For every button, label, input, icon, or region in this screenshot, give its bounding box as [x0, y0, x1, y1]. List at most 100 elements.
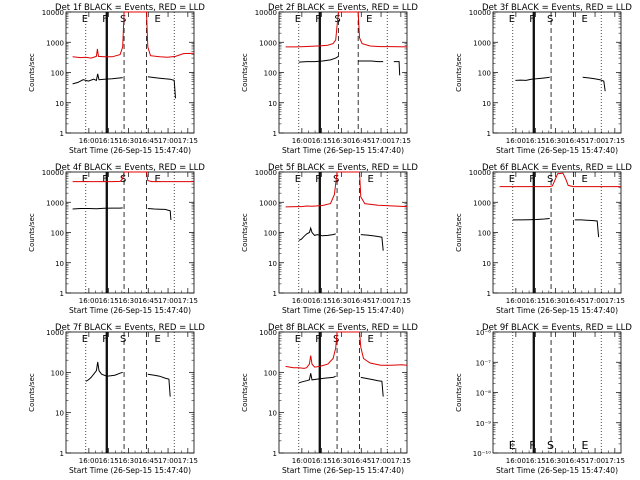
- y-axis-label: Counts/sec: [241, 373, 249, 412]
- panel-title: Det 8f BLACK = Events, RED = LLD: [268, 323, 418, 333]
- y-tick-label: 10: [268, 100, 277, 108]
- y-tick-label: 10: [55, 410, 64, 418]
- x-tick-label: 16:00: [506, 297, 526, 305]
- y-tick-label: 1000: [259, 39, 277, 47]
- series-line-lld: [72, 11, 195, 59]
- plot-frame: [278, 331, 408, 454]
- marker-label-e-start: E: [295, 334, 301, 345]
- y-tick-label: 100: [264, 70, 277, 78]
- marker-label-f: F: [315, 174, 321, 185]
- y-tick-label: 10: [55, 100, 64, 108]
- y-tick-label: 10⁻⁸: [476, 390, 492, 398]
- y-tick-label: 1000: [473, 39, 491, 47]
- series-line-events: [147, 373, 171, 397]
- marker-label-f: F: [102, 14, 108, 25]
- y-tick-label: 100: [478, 230, 491, 238]
- x-tick-label: 16:15: [312, 137, 332, 145]
- series-line-events: [72, 207, 123, 210]
- series-line-lld: [72, 171, 194, 183]
- y-tick-label: 10⁻⁶: [476, 329, 492, 337]
- marker-label-f: F: [529, 14, 535, 25]
- panel-det-8f: Det 8f BLACK = Events, RED = LLD 1 10 100 10…: [241, 323, 418, 475]
- x-tick-label: 16:30: [331, 457, 351, 465]
- series-line-events: [582, 76, 606, 92]
- y-axis-label: Counts/sec: [28, 53, 36, 92]
- x-tick-label: 16:15: [99, 457, 119, 465]
- panel-title: Det 2f BLACK = Events, RED = LLD: [268, 3, 418, 13]
- marker-label-e-end: E: [154, 334, 160, 345]
- y-tick-label: 10⁻⁷: [476, 359, 492, 367]
- y-tick-label: 100: [51, 70, 64, 78]
- panel-det-3f: Det 3f BLACK = Events, RED = LLD 1 10 100 10…: [455, 3, 632, 155]
- x-tick-label: 16:00: [506, 457, 526, 465]
- x-tick-label: 16:00: [292, 297, 312, 305]
- x-tick-label: 17:15: [391, 297, 411, 305]
- plot-frame: [492, 331, 622, 454]
- plot-frame: [278, 11, 408, 134]
- series-line-events: [298, 226, 336, 241]
- x-tick-label: 16:45: [351, 457, 371, 465]
- x-tick-label: 16:45: [351, 137, 371, 145]
- marker-label-f: F: [102, 174, 108, 185]
- x-tick-label: 16:00: [79, 297, 99, 305]
- panel-det-7f: Det 7f BLACK = Events, RED = LLD 1 10 100 10…: [28, 323, 205, 475]
- x-axis-label: Start Time (26-Sep-15 15:47:40): [69, 306, 191, 315]
- marker-label-e-end: E: [366, 14, 372, 25]
- marker-label-e-end: E: [367, 334, 373, 345]
- plot-frame: [492, 11, 622, 134]
- x-tick-label: 16:00: [292, 137, 312, 145]
- y-tick-label: 1000: [259, 199, 277, 207]
- x-tick-label: 17:15: [605, 137, 625, 145]
- marker-label-e-start: E: [295, 174, 301, 185]
- panel-title: Det 7f BLACK = Events, RED = LLD: [55, 323, 205, 333]
- x-tick-label: 17:00: [158, 457, 178, 465]
- x-tick-label: 16:45: [565, 137, 585, 145]
- marker-label-e-end: E: [581, 14, 587, 25]
- x-tick-label: 16:30: [545, 457, 565, 465]
- x-axis-label: Start Time (26-Sep-15 15:47:40): [69, 146, 191, 155]
- y-tick-label: 10000: [42, 169, 64, 177]
- x-tick-label: 17:15: [605, 297, 625, 305]
- marker-label-s: S: [547, 14, 553, 25]
- panel-det-2f: Det 2f BLACK = Events, RED = LLD 1 10 100 10…: [241, 3, 418, 155]
- marker-label-f: F: [315, 14, 321, 25]
- marker-label-e-start: E: [509, 439, 516, 452]
- y-tick-label: 10⁻⁹: [476, 420, 492, 428]
- y-tick-label: 1000: [46, 39, 64, 47]
- series-line-events: [147, 76, 176, 99]
- x-tick-label: 17:15: [178, 457, 198, 465]
- x-tick-label: 17:00: [371, 137, 391, 145]
- x-tick-label: 17:15: [178, 297, 198, 305]
- panel-det-1f: Det 1f BLACK = Events, RED = LLD 1 10 100 10…: [28, 3, 205, 155]
- marker-label-s: S: [547, 439, 554, 452]
- y-axis-label: Counts/sec: [241, 213, 249, 252]
- x-tick-label: 16:00: [506, 137, 526, 145]
- plot-frame: [65, 331, 195, 454]
- y-tick-label: 1: [487, 130, 491, 138]
- marker-label-s: S: [547, 174, 553, 185]
- plot-frame: [65, 11, 195, 134]
- marker-label-f: F: [102, 334, 108, 345]
- x-tick-label: 16:45: [138, 137, 158, 145]
- x-tick-label: 16:30: [118, 457, 138, 465]
- x-tick-label: 16:45: [138, 297, 158, 305]
- x-tick-label: 16:15: [526, 137, 546, 145]
- plot-frame: [492, 171, 622, 294]
- plot-frame: [65, 171, 195, 294]
- x-tick-label: 16:30: [545, 137, 565, 145]
- y-axis-label: Counts/sec: [455, 373, 463, 412]
- marker-label-e-start: E: [82, 14, 88, 25]
- series-line-events: [298, 55, 339, 63]
- y-tick-label: 1: [487, 290, 491, 298]
- panel-det-5f: Det 5f BLACK = Events, RED = LLD 1 10 100 10…: [241, 163, 418, 315]
- series-line-events: [360, 234, 384, 251]
- marker-label-s: S: [120, 14, 126, 25]
- y-tick-label: 10⁻¹⁰: [473, 450, 491, 458]
- y-tick-label: 10: [268, 410, 277, 418]
- y-tick-label: 1000: [473, 199, 491, 207]
- x-axis-label: Start Time (26-Sep-15 15:47:40): [69, 466, 191, 475]
- y-tick-label: 10: [268, 260, 277, 268]
- x-tick-label: 16:30: [545, 297, 565, 305]
